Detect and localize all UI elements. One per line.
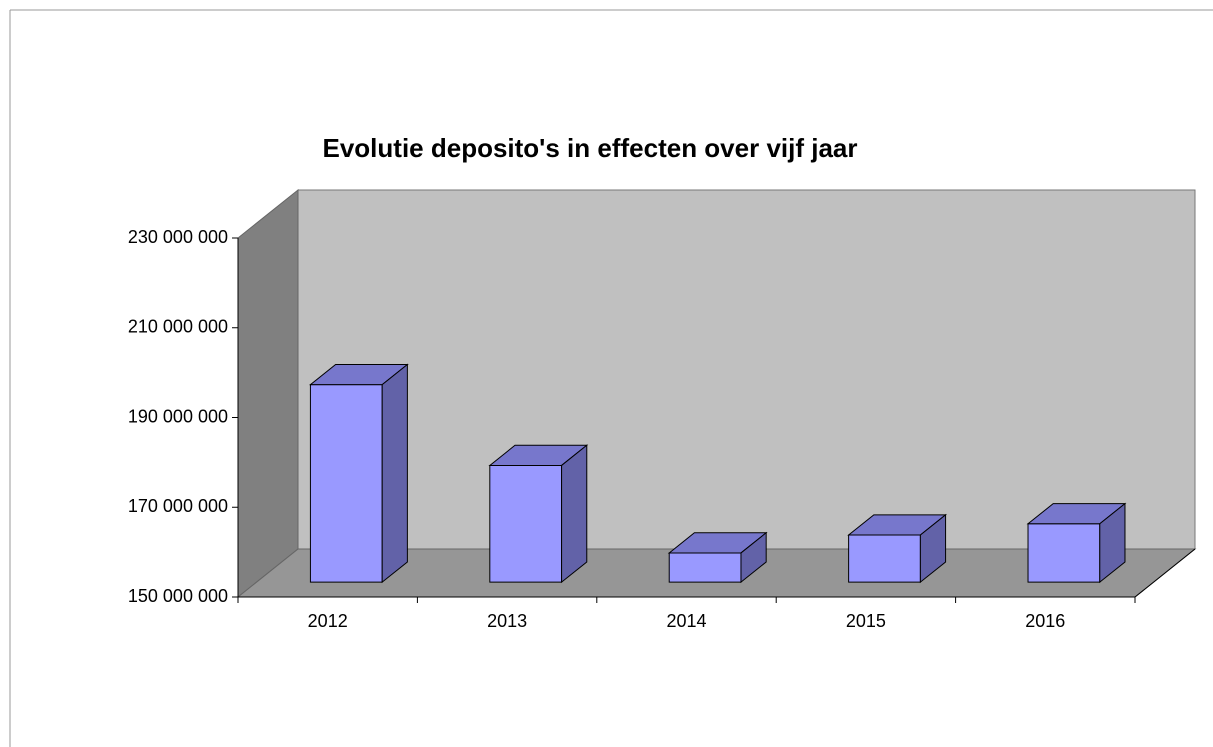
bar-side [1099, 502, 1126, 584]
bar-front [668, 552, 742, 583]
bar-front [489, 464, 563, 583]
side-wall [237, 188, 299, 599]
y-tick-label: 150 000 000 [128, 586, 228, 606]
y-tick-label: 170 000 000 [128, 496, 228, 516]
x-tick-label: 2014 [666, 611, 706, 631]
chart-title: Evolutie deposito's in effecten over vij… [323, 133, 858, 163]
bar-side [561, 444, 588, 584]
bar-front [1027, 523, 1101, 583]
bar-side [381, 363, 408, 584]
x-tick-label: 2012 [308, 611, 348, 631]
y-tick-label: 230 000 000 [128, 227, 228, 247]
x-tick-label: 2016 [1025, 611, 1065, 631]
bar-side [919, 513, 947, 584]
x-tick-label: 2013 [487, 611, 527, 631]
y-tick-label: 190 000 000 [128, 406, 228, 426]
bar-side [740, 531, 767, 584]
bar-front [309, 384, 383, 583]
back-wall [297, 189, 1196, 550]
x-axis-depth [1134, 548, 1196, 598]
x-tick-label: 2015 [846, 611, 886, 631]
bar-front [848, 534, 921, 583]
y-tick-label: 210 000 000 [128, 317, 228, 337]
